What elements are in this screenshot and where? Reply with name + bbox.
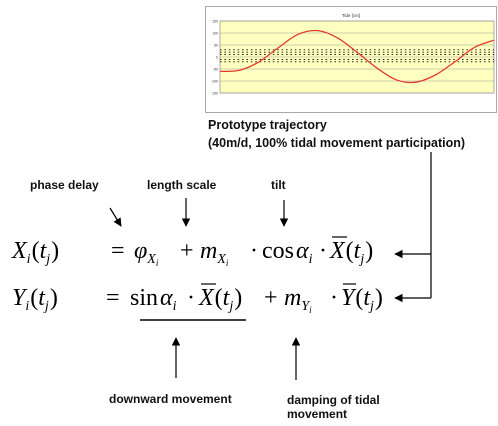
- label-damping-line-2: movement: [287, 407, 348, 421]
- chart-title: Tide [cm]: [342, 13, 360, 18]
- arrow-phase-delay: [109, 207, 122, 227]
- eq2-xbar-term: X(tj): [198, 285, 242, 314]
- label-tilt: tilt: [271, 178, 286, 192]
- eq2-equals: =: [106, 285, 120, 311]
- eq1-dot-2: ·: [319, 238, 327, 264]
- equation-2: Yi(tj) = sinαi · X(tj) + mYi · Y(tj): [12, 283, 383, 315]
- chart-y-ticks: 150 100 50 0 -50 -100 -150: [211, 20, 218, 96]
- label-damping-line-1: damping of tidal: [287, 393, 380, 407]
- eq2-sin-term: sinαi: [130, 285, 177, 314]
- eq1-x: Xi(tj): [11, 238, 59, 267]
- tide-series-line: [219, 29, 495, 84]
- eq2-dot-1: ·: [187, 285, 195, 311]
- equation-1: Xi(tj) = φXi + mXi · cosαi · X(tj): [11, 236, 373, 268]
- label-length-scale: length scale: [147, 178, 217, 192]
- eq1-cos-term: cosαi: [262, 238, 313, 267]
- eq2-plus: +: [264, 285, 278, 311]
- chart-y-tick-label: 50: [214, 44, 218, 48]
- eq1-phi-term: φXi: [134, 238, 159, 268]
- eq1-dot-1: ·: [250, 238, 258, 264]
- chart-y-tick-label: -50: [213, 68, 218, 72]
- eq2-dot-2: ·: [330, 285, 338, 311]
- chart-y-tick-label: -100: [211, 80, 218, 84]
- chart-y-tick-label: 100: [212, 32, 218, 36]
- caption-line-1: Prototype trajectory: [208, 118, 327, 132]
- eq1-xbar-term: X(tj): [329, 238, 373, 267]
- eq2-y: Yi(tj): [12, 285, 58, 314]
- eq1-plus: +: [180, 238, 194, 264]
- chart-y-tick-label: 150: [212, 20, 218, 24]
- eq2-ybar-term: Y(tj): [341, 285, 383, 314]
- tide-chart: Tide [cm] 150 100 50 0 -50 -100 -150: [205, 6, 497, 113]
- chart-y-tick-label: 0: [216, 56, 218, 60]
- eq1-equals: =: [111, 238, 125, 264]
- eq2-m-term: mYi: [284, 285, 312, 315]
- label-downward-movement: downward movement: [109, 392, 232, 406]
- label-phase-delay: phase delay: [30, 178, 99, 192]
- chart-y-tick-label: -150: [211, 92, 218, 96]
- chart-gridlines: [220, 20, 494, 94]
- eq1-m-term: mXi: [200, 238, 229, 268]
- tide-chart-plot: Tide [cm] 150 100 50 0 -50 -100 -150: [211, 13, 495, 96]
- caption-line-2: (40m/d, 100% tidal movement participatio…: [208, 136, 466, 150]
